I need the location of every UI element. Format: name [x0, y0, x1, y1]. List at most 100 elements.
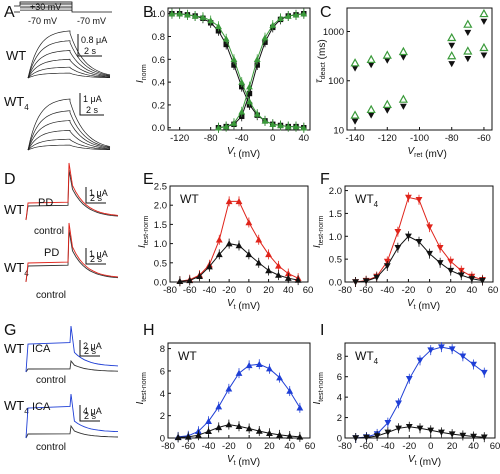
plot-frame-f: [344, 185, 494, 283]
wt4-label-g-bottom: WT4: [4, 398, 29, 416]
series-line-b-3: [218, 13, 304, 129]
plot-title-h: WT: [178, 349, 197, 363]
x-tick-label-i: 20: [447, 441, 458, 452]
scalebar-a-top-time: 2 s: [84, 46, 97, 56]
data-point-c: [382, 99, 392, 108]
y-tick-label-h: 6: [160, 366, 165, 377]
panel-letter-h: H: [143, 322, 155, 339]
x-tick-label-f: 40: [467, 285, 478, 296]
x-tick-label-b: 0: [270, 133, 275, 144]
data-point-c: [447, 51, 457, 60]
x-tick-label-i: -40: [381, 441, 395, 452]
x-tick-label-f: -20: [402, 285, 416, 296]
d-bot-pd-trace: [25, 222, 119, 283]
chart-e: -80 -60 -40 -20 0 20 40 60 0.0 0.5 1.0 1.5 2.0 2.5 Vt …: [137, 182, 313, 313]
data-point-c: [383, 57, 391, 64]
panel-letter-f: F: [320, 171, 330, 188]
pd-label-d-top: PD: [38, 197, 53, 209]
x-tick-label-b: -120: [170, 133, 189, 144]
data-point-c: [480, 18, 488, 25]
x-tick-label-h: 20: [264, 441, 275, 452]
x-tick-label-b: -40: [235, 133, 249, 144]
x-tick-label-h: 60: [305, 441, 316, 452]
data-point-c: [367, 62, 375, 69]
panel-letter-i: I: [320, 322, 324, 339]
panel-letter-a: A: [4, 4, 15, 21]
a-bot-trace-4: [27, 138, 111, 151]
y-tick-label-b: 0.6: [152, 55, 165, 66]
plot-frame-i: [344, 342, 496, 439]
y-tick-label-f: 2.0: [329, 186, 342, 197]
wt-label-g-top: WT: [4, 341, 24, 356]
y-tick-label-b: 1.0: [152, 9, 165, 20]
y-tick-label-i: 4: [337, 393, 342, 404]
a-top-trace-0: [27, 30, 111, 79]
g-top-ica-trace: [25, 325, 119, 373]
y-tick-label-c: 100: [328, 76, 344, 87]
scalebar-a-bottom-time: 2 s: [86, 105, 99, 115]
chart-c: -140 -120 -100 -80 -60 10 100 1000 Vret (mV) τdea…: [314, 7, 493, 160]
wt4-label-d-bottom: WT4: [4, 260, 29, 278]
y-tick-label-f: 0.0: [329, 278, 342, 289]
y-tick-label-b: 0.4: [152, 78, 165, 89]
a-top-trace-3: [27, 58, 111, 79]
x-tick-label-e: 40: [283, 285, 294, 296]
scalebar-g-bottom-time: 2 s: [84, 411, 97, 421]
y-tick-label-h: 8: [160, 344, 165, 355]
x-tick-label-c: -80: [445, 133, 459, 144]
data-point-c: [463, 46, 473, 55]
pd-label-d-bottom: PD: [44, 247, 59, 259]
x-tick-label-i: -60: [360, 441, 374, 452]
x-tick-label-i: -80: [338, 441, 352, 452]
plot-title-i: WT4: [355, 349, 379, 366]
y-tick-label-f: 1.0: [329, 232, 342, 243]
x-tick-label-h: -40: [202, 441, 216, 452]
x-tick-label-i: 40: [468, 441, 479, 452]
control-label-d-bottom: control: [36, 290, 66, 301]
ica-label-g-bottom: ICA: [32, 401, 51, 413]
a-bot-trace-5: [27, 144, 111, 151]
data-point-c: [464, 29, 472, 36]
wt-label-a-top: WT: [6, 48, 26, 63]
y-tick-label-b: 0.0: [152, 123, 165, 134]
data-point-c: [479, 42, 489, 52]
y-axis-label-h: Itest-norm: [135, 372, 148, 405]
scalebar-a-top: [77, 34, 102, 57]
data-point-c: [350, 110, 360, 119]
scalebar-g-bottom-current: 4 μA: [83, 406, 102, 416]
a-top-trace-1: [27, 40, 111, 79]
y-tick-label-e: 2.0: [154, 201, 167, 212]
protocol-minus70-left-label: -70 mV: [28, 16, 57, 26]
y-tick-label-b: 0.8: [152, 32, 165, 43]
panel-letter-b: B: [143, 4, 154, 21]
y-axis-label-e: Itest-norm: [137, 215, 150, 248]
x-axis-label-e: Vt (mV): [227, 298, 260, 312]
scalebar-d-top-current: 1 μA: [89, 188, 108, 198]
data-point-c: [398, 94, 409, 103]
y-tick-label-e: 2.5: [154, 182, 167, 193]
x-tick-label-i: 60: [490, 441, 500, 452]
data-point-c: [383, 107, 391, 114]
data-point-c: [399, 103, 407, 110]
y-tick-label-i: 0: [337, 434, 342, 445]
y-tick-label-h: 4: [160, 389, 165, 400]
control-label-g-bottom: control: [36, 442, 66, 453]
scalebar-d-top: [85, 187, 106, 204]
data-point-c: [464, 56, 472, 63]
x-axis-label-c: Vret (mV): [408, 146, 447, 160]
x-tick-label-h: -80: [161, 441, 175, 452]
data-point-c: [398, 46, 409, 56]
panel-letter-c: C: [320, 4, 332, 21]
chart-h: -80 -60 -40 -20 0 20 40 60 0 2 4 6 8 Vt (mV) Itest-nor…: [135, 342, 316, 468]
data-point-c: [479, 8, 489, 18]
plot-title-e: WT: [180, 192, 199, 206]
scalebar-a-top-current: 0.8 μA: [81, 35, 107, 45]
x-tick-label-b: -80: [204, 133, 218, 144]
a-top-trace-2: [27, 50, 111, 79]
plot-frame-b: [167, 7, 311, 131]
y-tick-label-e: 0.5: [154, 258, 167, 269]
panel-letter-e: E: [143, 171, 154, 188]
x-tick-label-e: 20: [263, 285, 274, 296]
x-tick-label-i: -20: [402, 441, 416, 452]
